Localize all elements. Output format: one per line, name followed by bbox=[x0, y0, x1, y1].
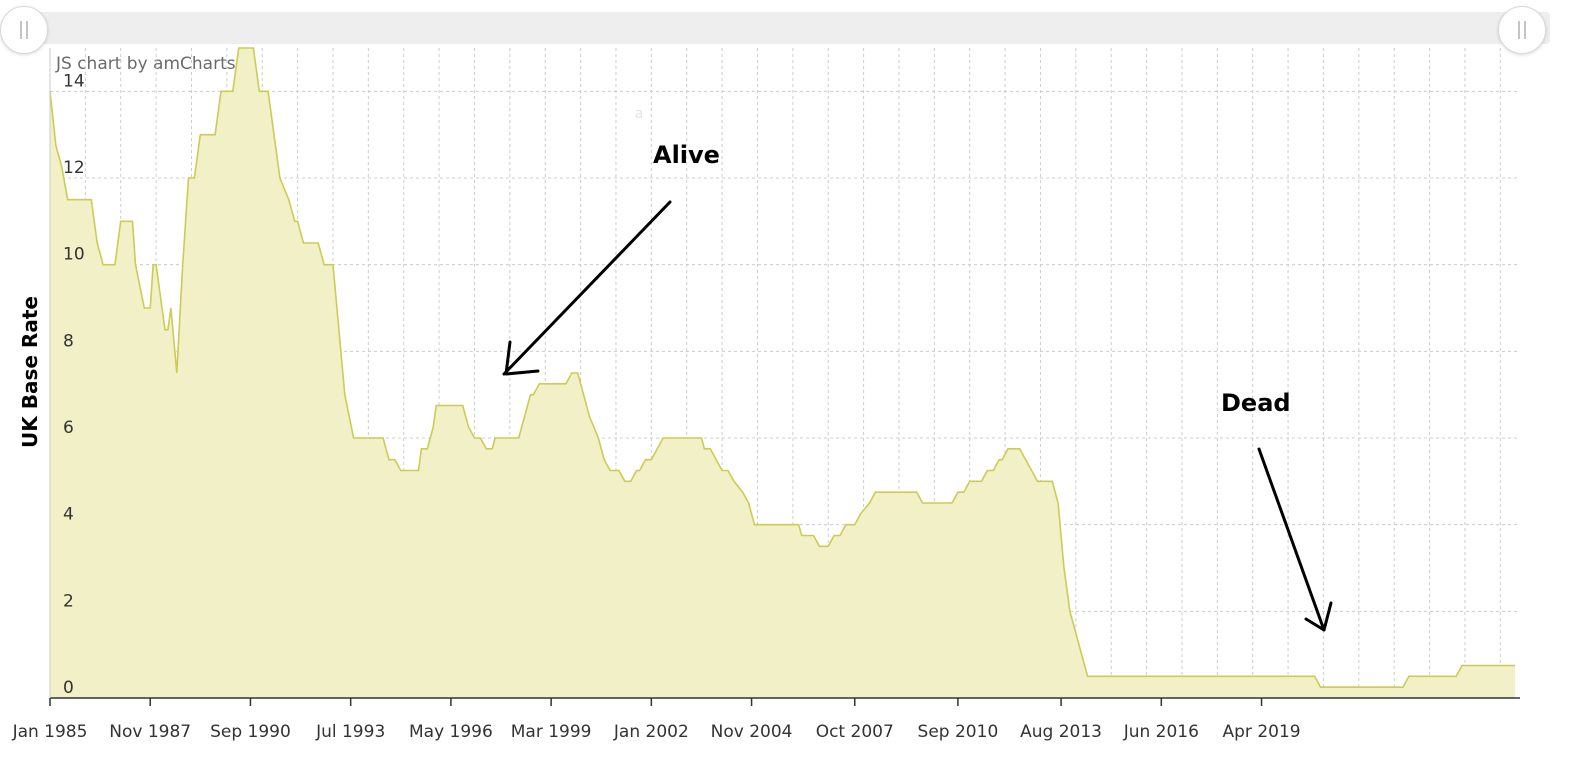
x-tick-label: May 1996 bbox=[409, 722, 493, 742]
dead-arrow-icon bbox=[1257, 447, 1333, 632]
y-tick-label: 0 bbox=[63, 678, 74, 698]
annotations: Alive Dead bbox=[502, 141, 1333, 632]
x-tick-label: Jul 1993 bbox=[315, 722, 385, 742]
y-tick-label: 12 bbox=[63, 158, 85, 178]
faint-label: a bbox=[635, 106, 644, 122]
axes bbox=[49, 48, 1520, 706]
tick-labels: Jan 1985 Nov 1987 Sep 1990 Jul 1993 May 1996… bbox=[12, 71, 1301, 742]
rate-line bbox=[49, 47, 1516, 688]
y-tick-label: 10 bbox=[63, 245, 85, 265]
x-tick-label: Nov 1987 bbox=[109, 722, 191, 742]
y-tick-label: 8 bbox=[63, 331, 74, 351]
y-tick-label: 4 bbox=[63, 505, 74, 525]
scrollbar-track[interactable] bbox=[22, 12, 1550, 44]
y-tick-label: 14 bbox=[63, 71, 85, 91]
annotation-alive: Alive bbox=[653, 141, 720, 169]
grip-icon bbox=[20, 21, 28, 39]
x-tick-label: Nov 2004 bbox=[711, 722, 793, 742]
x-tick-label: Apr 2019 bbox=[1223, 722, 1301, 742]
alive-arrow-icon bbox=[502, 200, 672, 376]
y-axis-label: UK Base Rate bbox=[18, 296, 42, 448]
x-tick-label: Oct 2007 bbox=[816, 722, 894, 742]
x-tick-label: Sep 1990 bbox=[210, 722, 291, 742]
y-tick-label: 2 bbox=[63, 591, 74, 611]
y-tick-label: 6 bbox=[63, 418, 74, 438]
rate-area bbox=[50, 48, 1516, 698]
annotation-dead: Dead bbox=[1221, 389, 1291, 417]
x-tick-label: Jan 2002 bbox=[613, 722, 689, 742]
x-tick-label: Jan 1985 bbox=[12, 722, 88, 742]
x-tick-label: Jun 2016 bbox=[1123, 722, 1199, 742]
scrollbar-right-grip[interactable] bbox=[1498, 6, 1546, 54]
x-tick-label: Sep 2010 bbox=[918, 722, 999, 742]
chart-credit[interactable]: JS chart by amCharts bbox=[56, 54, 236, 74]
x-tick-label: Mar 1999 bbox=[511, 722, 592, 742]
x-tick-label: Aug 2013 bbox=[1020, 722, 1102, 742]
scrollbar-left-grip[interactable] bbox=[0, 6, 48, 54]
grip-icon bbox=[1518, 21, 1526, 39]
